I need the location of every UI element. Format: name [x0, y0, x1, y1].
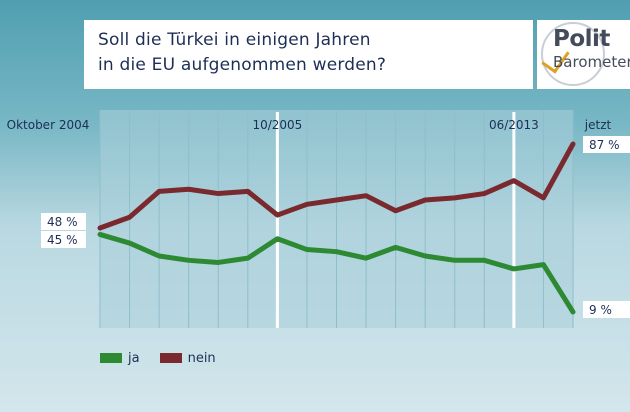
- data-point-nein: [541, 196, 545, 200]
- logo-text-polit: Polit: [553, 26, 610, 52]
- start-label-nein: 48 %: [47, 215, 78, 229]
- data-point-ja: [216, 260, 220, 264]
- data-point-ja: [157, 254, 161, 258]
- data-point-nein: [364, 194, 368, 198]
- data-point-ja: [305, 248, 309, 252]
- legend-swatch-ja: [100, 353, 122, 363]
- data-point-nein: [453, 196, 457, 200]
- data-point-ja: [423, 254, 427, 258]
- chart-title: Soll die Türkei in einigen Jahren in die…: [98, 30, 387, 75]
- data-point-ja: [335, 250, 338, 254]
- end-label-ja-box: [583, 301, 630, 318]
- data-point-ja: [541, 263, 545, 267]
- data-point-ja: [128, 241, 132, 245]
- start-label-ja: 45 %: [47, 233, 78, 247]
- x-tick-label: 06/2013: [489, 118, 539, 132]
- logo-text-barometer: Barometer: [553, 53, 630, 71]
- legend-swatch-nein: [159, 353, 182, 363]
- data-point-ja: [98, 232, 102, 236]
- data-point-ja: [512, 267, 516, 271]
- data-point-ja: [394, 245, 398, 249]
- data-point-nein: [482, 192, 486, 196]
- data-point-ja: [364, 256, 368, 260]
- end-label-ja: 9 %: [589, 303, 612, 317]
- data-point-nein: [275, 213, 279, 217]
- x-tick-label: jetzt: [584, 118, 612, 132]
- data-point-ja: [482, 258, 486, 262]
- data-point-ja: [246, 256, 250, 260]
- title-box: Soll die Türkei in einigen Jahren in die…: [84, 20, 533, 89]
- data-point-nein: [187, 187, 191, 191]
- legend-item-ja: ja: [100, 351, 140, 366]
- data-point-nein: [98, 226, 102, 230]
- data-point-nein: [246, 189, 250, 193]
- x-tick-label: Oktober 2004: [7, 118, 90, 132]
- data-point-nein: [394, 209, 398, 213]
- start-label-ja-box: [41, 231, 86, 248]
- politbarometer-logo: Polit Barometer: [537, 20, 630, 89]
- legend-label-ja: ja: [128, 350, 140, 366]
- data-point-nein: [216, 192, 220, 196]
- data-point-ja: [275, 237, 279, 241]
- end-label-nein: 87 %: [589, 138, 620, 152]
- data-point-nein: [512, 179, 516, 183]
- data-point-ja: [453, 258, 457, 262]
- legend-item-nein: nein: [159, 350, 216, 366]
- data-point-nein: [305, 202, 309, 206]
- end-label-nein-box: [583, 136, 630, 153]
- data-point-nein: [423, 198, 427, 202]
- data-point-nein: [128, 215, 132, 219]
- legend-label-nein: nein: [187, 350, 216, 366]
- start-label-nein-box: [41, 213, 86, 230]
- logo-arc-icon: [541, 22, 605, 86]
- data-point-nein: [157, 189, 161, 193]
- data-point-ja: [187, 258, 191, 262]
- legend: ja nein: [100, 349, 236, 367]
- x-tick-label: 10/2005: [252, 118, 302, 132]
- data-point-nein: [571, 142, 575, 146]
- data-point-ja: [571, 310, 575, 314]
- data-point-nein: [335, 198, 338, 202]
